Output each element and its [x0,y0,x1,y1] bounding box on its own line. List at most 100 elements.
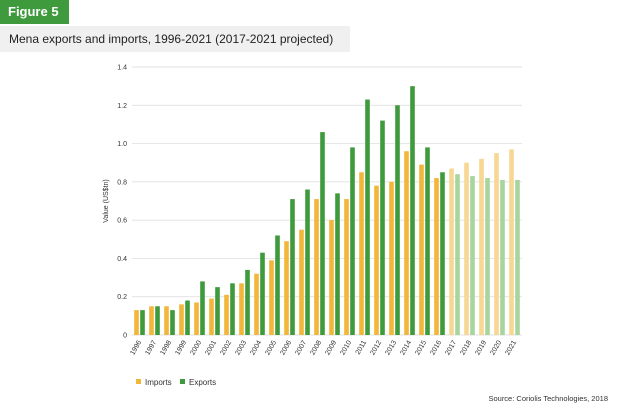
bar-imports [194,302,199,335]
bar-exports [380,120,385,335]
x-tick-label: 2019 [474,339,488,356]
x-tick-label: 2021 [504,339,518,356]
y-tick-label: 1.0 [117,141,127,148]
chart-title: Mena exports and imports, 1996-2021 (201… [0,26,350,52]
x-tick-label: 2017 [444,339,458,356]
bar-imports [239,283,244,335]
bar-imports [269,260,274,335]
x-tick-label: 2013 [384,339,398,356]
bar-exports [485,178,490,335]
y-tick-labels: 0 0.2 0.4 0.6 0.8 1.0 1.2 1.4 [117,65,127,340]
x-tick-label: 2007 [294,339,308,356]
bar-exports [500,179,505,335]
bar-imports [509,149,514,335]
bar-imports [344,199,349,335]
x-tick-label: 1999 [174,339,188,356]
bars [134,86,520,336]
bar-exports [440,172,445,335]
y-tick-label: 0.4 [117,256,127,263]
legend: Imports Exports [136,378,216,387]
x-tick-label: 2014 [399,339,413,356]
bar-imports [449,168,454,335]
bar-exports [515,179,520,335]
bar-exports [395,105,400,336]
bar-exports [410,86,415,336]
legend-label-imports: Imports [145,378,172,387]
x-tick-label: 2009 [324,339,338,356]
y-tick-label: 0 [123,333,127,340]
bar-exports [260,252,265,335]
bar-exports [425,147,430,335]
bar-exports [320,132,325,335]
x-tick-label: 1997 [144,339,158,356]
bar-exports [275,235,280,335]
bar-imports [134,310,139,335]
bar-exports [230,283,235,335]
bar-exports [245,269,250,335]
bar-exports [290,199,295,335]
bar-imports [164,306,169,335]
bar-exports [200,281,205,335]
x-tick-label: 2011 [355,339,369,356]
y-tick-label: 1.2 [117,103,127,110]
bar-imports [434,178,439,335]
y-tick-label: 1.4 [117,65,127,72]
x-tick-label: 1996 [129,339,143,356]
legend-label-exports: Exports [189,378,216,387]
y-tick-label: 0.6 [117,218,127,225]
bar-exports [155,306,160,335]
bar-imports [314,199,319,335]
bar-exports [455,174,460,335]
bar-exports [215,287,220,335]
bar-imports [464,162,469,335]
x-tick-label: 2003 [234,339,248,356]
bar-exports [365,99,370,336]
x-tick-label: 2008 [309,339,323,356]
bar-imports [329,220,334,335]
bar-imports [389,181,394,335]
y-tick-label: 0.8 [117,179,127,186]
bar-exports [170,310,175,335]
bar-imports [209,298,214,335]
bar-exports [185,300,190,335]
x-tick-label: 2001 [204,339,218,356]
legend-swatch-imports [136,379,141,384]
bar-exports [335,193,340,335]
bar-imports [494,153,499,335]
grid-lines [132,66,522,336]
x-tick-labels: 1996 1997 1998 1999 2000 2001 2002 2003 2004 2005… [129,339,518,356]
bar-imports [284,241,289,335]
bar-exports [350,147,355,335]
bar-imports [359,172,364,335]
bar-imports [299,229,304,335]
x-tick-label: 2000 [189,339,203,356]
bar-exports [470,176,475,335]
x-tick-label: 2006 [279,339,293,356]
bar-imports [479,158,484,335]
x-tick-label: 2004 [249,339,263,356]
bar-imports [419,164,424,335]
bar-imports [374,185,379,335]
figure-label: Figure 5 [0,0,69,24]
x-tick-label: 2020 [489,339,503,356]
bar-imports [224,294,229,335]
legend-swatch-exports [180,379,185,384]
bar-imports [179,304,184,335]
x-tick-label: 2010 [339,339,353,356]
x-tick-label: 2015 [414,339,428,356]
source-note: Source: Coriolis Technologies, 2018 [488,394,608,403]
y-tick-label: 0.2 [117,294,127,301]
bar-imports [254,273,259,335]
x-tick-label: 2002 [219,339,233,356]
x-tick-label: 2018 [459,339,473,356]
x-tick-label: 2005 [264,339,278,356]
bar-imports [404,151,409,335]
bar-exports [305,189,310,335]
y-axis-label: Value (US$tn) [103,179,110,222]
x-tick-label: 1998 [159,339,173,356]
x-tick-label: 2016 [429,339,443,356]
bar-imports [149,306,154,335]
x-tick-label: 2012 [369,339,383,356]
bar-exports [140,310,145,335]
